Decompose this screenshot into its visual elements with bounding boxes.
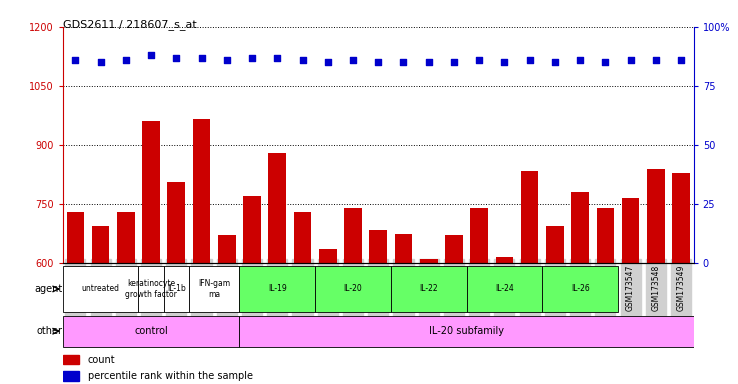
- Bar: [370, 230, 387, 384]
- Bar: [546, 226, 564, 384]
- Point: [221, 57, 232, 63]
- Bar: [294, 212, 311, 384]
- Text: IL-1b: IL-1b: [167, 285, 186, 293]
- Bar: [244, 196, 261, 384]
- Text: agent: agent: [35, 284, 63, 294]
- Bar: [470, 208, 488, 384]
- Bar: [218, 235, 235, 384]
- Point: [297, 57, 308, 63]
- Bar: [542, 266, 618, 312]
- Bar: [315, 266, 391, 312]
- Point: [473, 57, 485, 63]
- Point: [675, 57, 687, 63]
- Bar: [63, 316, 239, 347]
- Point: [196, 55, 207, 61]
- Bar: [63, 266, 139, 312]
- Point: [246, 55, 258, 61]
- Text: untreated: untreated: [82, 285, 120, 293]
- Point: [448, 59, 460, 65]
- Point: [347, 57, 359, 63]
- Text: IL-20: IL-20: [344, 285, 362, 293]
- Bar: [521, 170, 539, 384]
- Text: IL-24: IL-24: [495, 285, 514, 293]
- Point: [398, 59, 410, 65]
- Bar: [319, 249, 337, 384]
- Bar: [239, 266, 315, 312]
- Text: GDS2611 / 218607_s_at: GDS2611 / 218607_s_at: [63, 19, 196, 30]
- Point: [272, 55, 283, 61]
- Text: count: count: [88, 354, 116, 364]
- Text: keratinocyte
growth factor: keratinocyte growth factor: [125, 279, 177, 299]
- Point: [120, 57, 131, 63]
- Point: [372, 59, 384, 65]
- Bar: [168, 182, 185, 384]
- Text: IL-26: IL-26: [570, 285, 590, 293]
- Bar: [63, 355, 78, 364]
- Point: [170, 55, 182, 61]
- Text: percentile rank within the sample: percentile rank within the sample: [88, 371, 253, 381]
- Bar: [647, 169, 665, 384]
- Bar: [139, 266, 164, 312]
- Bar: [164, 266, 189, 312]
- Bar: [466, 266, 542, 312]
- Bar: [420, 259, 438, 384]
- Bar: [596, 208, 614, 384]
- Bar: [66, 212, 84, 384]
- Point: [322, 59, 334, 65]
- Text: IL-20 subfamily: IL-20 subfamily: [429, 326, 504, 336]
- Bar: [239, 316, 694, 347]
- Bar: [142, 121, 160, 384]
- Bar: [63, 371, 78, 381]
- Point: [624, 57, 636, 63]
- Bar: [92, 226, 109, 384]
- Point: [145, 52, 157, 58]
- Bar: [189, 266, 239, 312]
- Point: [524, 57, 536, 63]
- Text: IFN-gam
ma: IFN-gam ma: [198, 279, 230, 299]
- Text: control: control: [134, 326, 168, 336]
- Point: [498, 59, 510, 65]
- Bar: [193, 119, 210, 384]
- Point: [94, 59, 106, 65]
- Bar: [269, 153, 286, 384]
- Bar: [571, 192, 589, 384]
- Point: [599, 59, 611, 65]
- Bar: [496, 257, 513, 384]
- Point: [69, 57, 81, 63]
- Bar: [117, 212, 134, 384]
- Bar: [391, 266, 466, 312]
- Point: [423, 59, 435, 65]
- Text: IL-22: IL-22: [419, 285, 438, 293]
- Bar: [395, 233, 413, 384]
- Bar: [344, 208, 362, 384]
- Bar: [622, 198, 639, 384]
- Point: [574, 57, 586, 63]
- Text: other: other: [37, 326, 63, 336]
- Bar: [445, 235, 463, 384]
- Point: [549, 59, 561, 65]
- Bar: [672, 172, 690, 384]
- Text: IL-19: IL-19: [268, 285, 286, 293]
- Point: [650, 57, 662, 63]
